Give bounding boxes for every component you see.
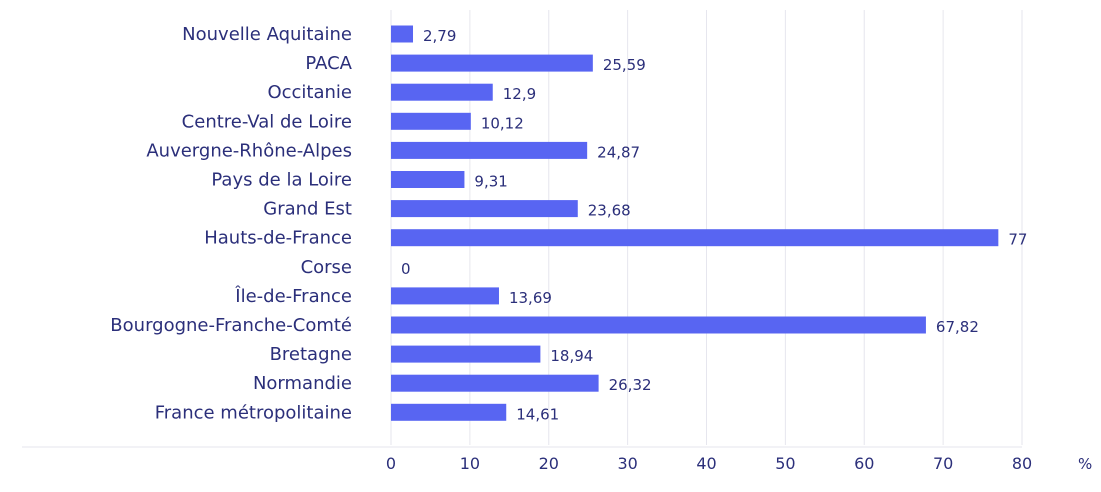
category-labels: Nouvelle Aquitaine PACA Occitanie Centre-Va… (110, 24, 352, 423)
data-label: 25,59 (603, 56, 646, 74)
bar (391, 374, 599, 392)
x-tick-label: 20 (539, 454, 559, 473)
x-tick-label: 30 (617, 454, 637, 473)
category-label: Bourgogne-Franche-Comté (110, 315, 352, 336)
data-label: 12,9 (503, 85, 536, 103)
x-tick-label: 0 (386, 454, 396, 473)
bar (391, 141, 588, 159)
x-tick-label: 10 (460, 454, 480, 473)
category-label: Hauts-de-France (204, 228, 352, 249)
category-label: Corse (301, 257, 352, 278)
x-tick-label: 50 (775, 454, 795, 473)
data-label: 14,61 (516, 405, 559, 423)
x-tick-label: 80 (1012, 454, 1032, 473)
data-label: 67,82 (936, 318, 979, 336)
bar (391, 54, 593, 72)
x-tick-label: 40 (696, 454, 716, 473)
grid-lines (22, 10, 1023, 448)
bar (391, 229, 999, 247)
category-label: Normandie (253, 373, 352, 394)
bar (391, 112, 471, 130)
bar (391, 25, 414, 43)
x-axis-ticks: 0 10 20 30 40 50 60 70 80 (386, 454, 1032, 473)
category-label: Île-de-France (234, 285, 352, 307)
x-axis-unit: % (1078, 455, 1092, 473)
category-label: France métropolitaine (155, 402, 352, 423)
x-tick-label: 70 (933, 454, 953, 473)
category-label: Nouvelle Aquitaine (182, 24, 352, 45)
x-tick-label: 60 (854, 454, 874, 473)
data-label: 9,31 (474, 173, 507, 191)
bar (391, 345, 541, 363)
value-labels: 2,79 25,59 12,9 10,12 24,87 9,31 23,68 77 0 13,69… (401, 27, 1027, 423)
category-label: PACA (305, 53, 352, 74)
bars (391, 25, 999, 421)
data-label: 24,87 (597, 143, 640, 161)
bar (391, 200, 578, 218)
data-label: 2,79 (423, 27, 456, 45)
data-label: 23,68 (588, 202, 631, 220)
bar (391, 83, 493, 101)
category-label: Bretagne (270, 344, 352, 365)
data-label: 26,32 (609, 376, 652, 394)
bar (391, 171, 465, 188)
bar (391, 287, 499, 305)
bar (391, 403, 507, 421)
data-label: 13,69 (509, 289, 552, 307)
category-label: Pays de la Loire (211, 170, 352, 191)
category-label: Occitanie (267, 82, 352, 103)
bar (391, 316, 926, 334)
data-label: 18,94 (550, 347, 593, 365)
category-label: Centre-Val de Loire (182, 111, 352, 132)
category-label: Auvergne-Rhône-Alpes (146, 140, 352, 161)
data-label: 77 (1008, 231, 1027, 249)
category-label: Grand Est (263, 199, 352, 220)
data-label: 10,12 (481, 114, 524, 132)
data-label: 0 (401, 260, 411, 278)
